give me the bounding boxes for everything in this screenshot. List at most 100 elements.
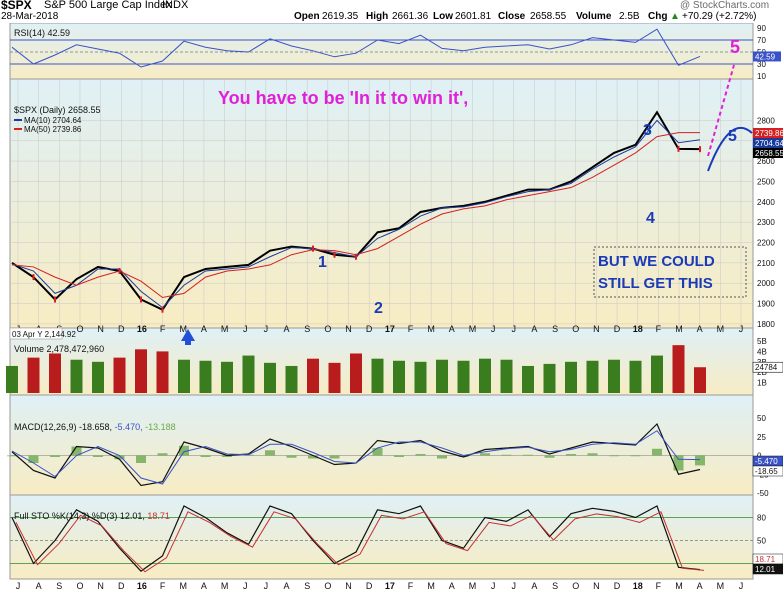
x-tick-label-upper: A [449, 324, 455, 334]
wave-1-label: 1 [318, 254, 327, 271]
volume-bar [27, 357, 40, 393]
x-tick-label-upper: M [221, 324, 229, 334]
chg-value: +70.29 (+2.72%) [682, 11, 757, 22]
x-tick-label-upper: J [491, 324, 496, 334]
x-tick-label-upper: 18 [633, 324, 643, 334]
sto-value-tag: 18.71 [755, 555, 776, 564]
x-tick-label-upper: F [408, 324, 414, 334]
volume-bar [221, 361, 233, 393]
rsi-value-tag-bg [753, 51, 781, 62]
sto-value-tag: 12.01 [755, 565, 776, 574]
ohlc-bar: 28-Mar-2018 Open 2619.35 High 2661.36 Lo… [0, 11, 783, 23]
volume-bar [350, 353, 362, 393]
rsi-panel [9, 23, 754, 81]
date-tag-bg [9, 327, 63, 340]
x-tick-label-upper: F [160, 324, 166, 334]
volume-bar [694, 367, 706, 393]
volume-bar [156, 351, 169, 393]
volume-bar [135, 349, 147, 393]
x-tick-label-upper: M [469, 324, 477, 334]
volume-bar [500, 359, 513, 393]
x-tick-label-upper: D [366, 324, 373, 334]
price-value-tag: 2704.64 [755, 139, 783, 148]
volume-tick-label: 5B [757, 337, 767, 346]
price-tick-label: 2600 [757, 157, 775, 166]
volume-bar [328, 362, 341, 393]
sto-label: Full STO %K(14,3) %D(3) 12.01, 18.71 [14, 511, 170, 521]
x-tick-label-lower: 18 [633, 581, 643, 591]
x-tick-label-lower: 16 [137, 581, 147, 591]
sto-k-line [11, 505, 701, 572]
callout-box [593, 246, 747, 298]
x-tick-label-lower: N [593, 581, 600, 591]
price-tick-label: 2100 [757, 259, 775, 268]
volume-label: Volume [576, 11, 612, 22]
macd-histogram-bar [630, 455, 641, 457]
x-tick-label-upper: A [284, 324, 290, 334]
x-tick-label-lower: J [739, 581, 744, 591]
projection-arc [707, 126, 753, 172]
sto-panel [9, 494, 754, 580]
x-tick-label-upper: J [739, 324, 744, 334]
x-tick-label-lower: M [221, 581, 229, 591]
volume-bar [49, 353, 61, 393]
x-tick-label-upper: 17 [385, 324, 395, 334]
wave-5-blue-label: 5 [728, 128, 737, 145]
exchange: INDX [162, 0, 189, 11]
macd-value-tag-bg [752, 465, 783, 477]
x-tick-label-lower: F [656, 581, 662, 591]
rsi-value-tag: 42.59 [755, 52, 776, 61]
volume-bar [414, 361, 427, 393]
sto-label-part: Full STO %K(14,3) %D(3) [14, 511, 120, 521]
macd-panel [9, 394, 754, 498]
x-tick-label-lower: F [160, 581, 166, 591]
x-tick-label-upper: A [201, 324, 207, 334]
volume-bar [457, 360, 470, 393]
volume-bar [565, 361, 577, 393]
price-legend-title: $SPX (Daily) 2658.55 [14, 105, 101, 115]
macd-histogram-bar [114, 455, 125, 460]
price-value-tag-bg [753, 128, 783, 138]
volume-bar [522, 365, 534, 393]
price-tick-label: 2300 [757, 218, 775, 227]
macd-label-part: -5.470, [115, 422, 146, 432]
x-tick-label-lower: D [366, 581, 373, 591]
x-tick-label-lower: M [427, 581, 435, 591]
x-tick-label-lower: A [284, 581, 290, 591]
macd-label-part: MACD(12,26,9) [14, 422, 79, 432]
macd-tick-label: 25 [757, 433, 766, 442]
volume-bar [264, 362, 276, 393]
macd-histogram-bar [157, 453, 168, 456]
price-value-tag-bg [753, 148, 783, 158]
macd-histogram-bar [437, 455, 447, 459]
macd-histogram-bar [71, 446, 82, 456]
volume-bar [6, 365, 18, 393]
headline-annotation: You have to be 'In it to win it', [218, 88, 468, 108]
date-tag: 03 Apr Y 2,144.92 [12, 330, 76, 339]
macd-label: MACD(12,26,9) -18.658, -5.470, -13.188 [14, 422, 176, 432]
x-tick-label-upper: M [675, 324, 683, 334]
macd-histogram-bar [458, 455, 469, 457]
macd-histogram-bar [587, 453, 598, 456]
x-tick-label-upper: M [427, 324, 435, 334]
macd-label-part: -13.188 [145, 422, 176, 432]
volume-bar [178, 359, 190, 393]
volume-bar [92, 361, 104, 393]
chart-date: 28-Mar-2018 [1, 11, 59, 22]
x-tick-label-upper: M [717, 324, 725, 334]
x-tick-label-upper: N [97, 324, 104, 334]
price-tick-label: 1800 [757, 320, 775, 329]
x-tick-label-lower: J [243, 581, 248, 591]
volume-bar [393, 360, 405, 393]
macd-histogram-bar [28, 455, 39, 463]
macd-histogram-bar [501, 454, 512, 456]
macd-histogram-bar [609, 455, 619, 457]
x-tick-label-lower: J [491, 581, 496, 591]
x-tick-label-lower: O [324, 581, 331, 591]
x-tick-label-upper: 16 [137, 324, 147, 334]
macd-histogram-bar [50, 455, 60, 457]
x-tick-label-lower: N [97, 581, 104, 591]
macd-histogram-bar [7, 455, 17, 457]
macd-histogram-bar [480, 453, 490, 456]
symbol: $SPX [1, 0, 32, 12]
